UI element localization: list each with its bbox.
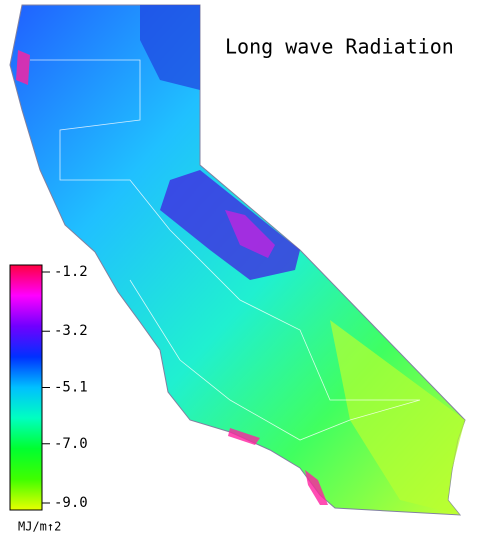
coast-magenta	[16, 50, 30, 85]
california-map	[9, 4, 466, 516]
colorbar: -1.2 -3.2 -5.1 -7.0 -9.0	[9, 264, 88, 511]
county-lines	[30, 59, 421, 441]
sierra-peak	[225, 210, 275, 258]
colorbar-tick-label: -3.2	[54, 323, 88, 339]
coast-magenta-sd	[305, 470, 328, 505]
north-blue-region	[140, 5, 200, 90]
map-title: Long wave Radiation	[225, 35, 454, 59]
colorbar-tick-label: -9.0	[54, 495, 88, 511]
colorbar-tick-label: -1.2	[54, 264, 88, 280]
coast-magenta-south	[228, 428, 260, 445]
colorbar-tick-label: -7.0	[54, 436, 88, 452]
desert-region	[330, 320, 465, 515]
colorbar-ramp	[9, 264, 43, 511]
colorbar-tick-label: -5.1	[54, 380, 88, 396]
colorbar-unit: MJ/m↑2	[18, 520, 61, 534]
